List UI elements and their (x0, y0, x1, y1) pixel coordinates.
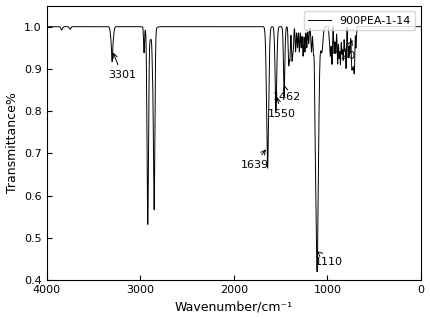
X-axis label: Wavenumber/cm⁻¹: Wavenumber/cm⁻¹ (175, 300, 293, 314)
900PEA-1-14 (44, 25, 49, 29)
Y-axis label: Transmittance%: Transmittance% (6, 93, 18, 193)
Legend: 900PEA-1-14: 900PEA-1-14 (304, 11, 415, 30)
Text: 1639: 1639 (240, 150, 268, 170)
900PEA-1-14 (236, 25, 241, 29)
900PEA-1-14 (141, 40, 146, 44)
Text: 3301: 3301 (108, 54, 136, 80)
Text: 1550: 1550 (267, 98, 295, 119)
900PEA-1-14 (418, 25, 424, 29)
Text: 1462: 1462 (273, 86, 301, 102)
900PEA-1-14 (314, 270, 319, 273)
900PEA-1-14 (100, 25, 105, 29)
900PEA-1-14 (241, 25, 246, 29)
900PEA-1-14 (64, 25, 69, 29)
Text: 1110: 1110 (315, 252, 343, 267)
Text: 720: 720 (335, 41, 356, 61)
Line: 900PEA-1-14: 900PEA-1-14 (47, 27, 421, 271)
900PEA-1-14 (272, 39, 277, 42)
